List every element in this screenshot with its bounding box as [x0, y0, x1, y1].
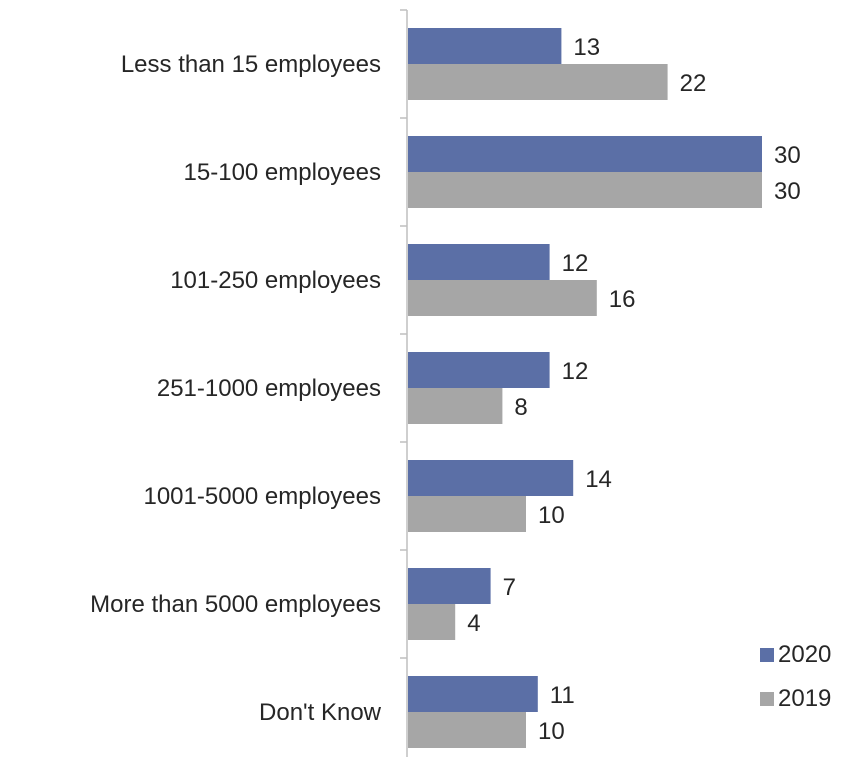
category-label: 15-100 employees [184, 159, 381, 186]
bar-2019-2 [408, 280, 597, 316]
bar-2019-0 [408, 64, 668, 100]
legend-swatch-2019 [760, 692, 774, 706]
labels: Less than 15 employees 15-100 employees 10… [90, 34, 801, 745]
value-label-2019-6: 10 [538, 718, 565, 745]
bar-2019-1 [408, 172, 762, 208]
value-label-2020-6: 11 [550, 682, 575, 709]
legend: 2020 2019 [760, 641, 831, 712]
value-label-2020-4: 14 [585, 466, 612, 493]
value-label-2020-5: 7 [503, 574, 516, 601]
bar-2020-4 [408, 460, 574, 496]
value-label-2019-1: 30 [774, 178, 801, 205]
value-label-2019-5: 4 [467, 610, 480, 637]
value-label-2020-2: 12 [562, 250, 589, 277]
legend-swatch-2020 [760, 648, 774, 662]
bar-2020-0 [408, 28, 562, 64]
value-label-2019-3: 8 [514, 394, 527, 421]
legend-label-2019: 2019 [778, 685, 831, 712]
value-label-2020-1: 30 [774, 142, 801, 169]
category-label: More than 5000 employees [90, 591, 381, 618]
value-label-2019-4: 10 [538, 502, 565, 529]
category-label: Don't Know [259, 699, 382, 726]
category-label: 1001-5000 employees [143, 483, 381, 510]
value-label-2020-3: 12 [562, 358, 589, 385]
bar-2019-3 [408, 388, 503, 424]
bar-2020-2 [408, 244, 550, 280]
category-axis [400, 9, 408, 757]
category-label: Less than 15 employees [121, 51, 381, 78]
bar-2019-4 [408, 496, 526, 532]
bars [408, 28, 762, 748]
bar-2020-5 [408, 568, 491, 604]
bar-2020-6 [408, 676, 538, 712]
bar-2020-3 [408, 352, 550, 388]
bar-2019-5 [408, 604, 456, 640]
legend-label-2020: 2020 [778, 641, 831, 668]
category-label: 101-250 employees [170, 267, 381, 294]
bar-2019-6 [408, 712, 526, 748]
value-label-2020-0: 13 [573, 34, 600, 61]
category-label: 251-1000 employees [157, 375, 381, 402]
value-label-2019-0: 22 [680, 70, 707, 97]
value-label-2019-2: 16 [609, 286, 636, 313]
bar-2020-1 [408, 136, 762, 172]
